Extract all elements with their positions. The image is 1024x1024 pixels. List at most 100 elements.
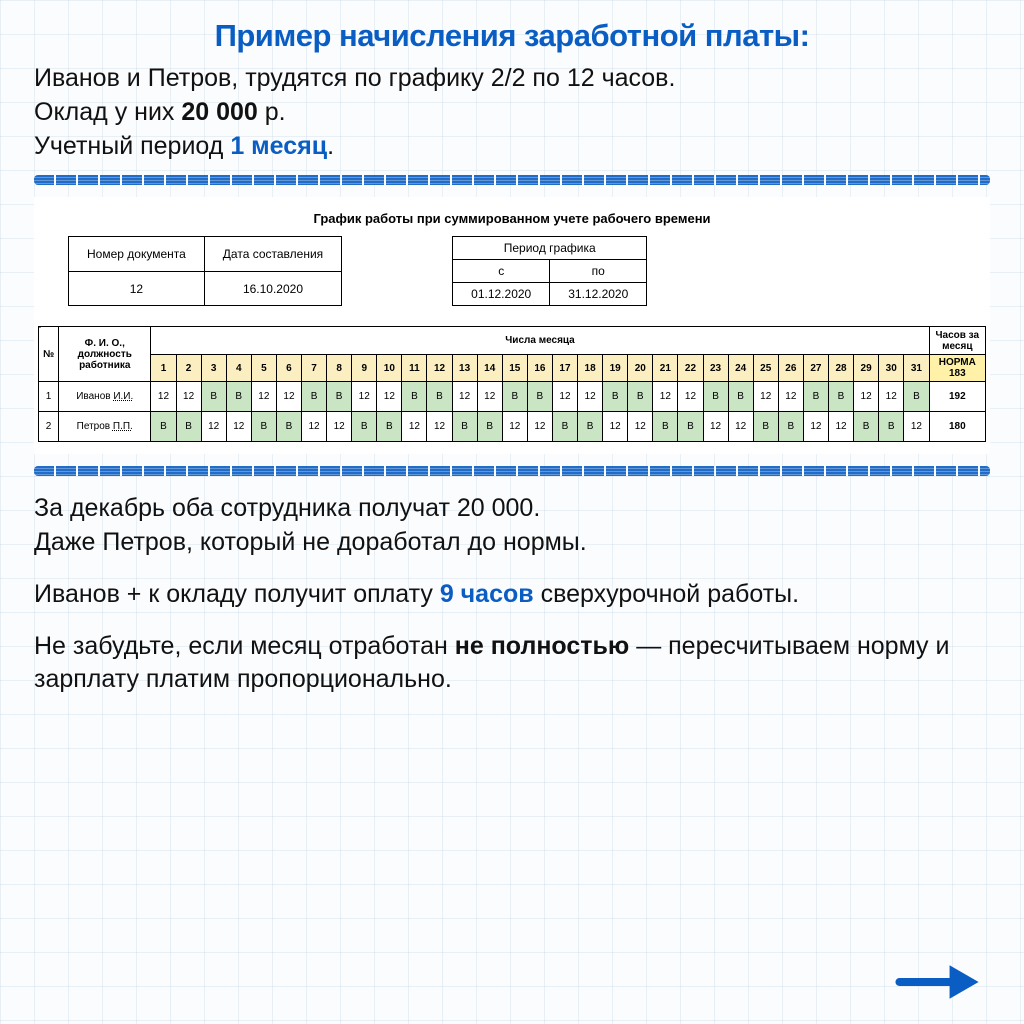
schedule-cell: 12 bbox=[402, 412, 427, 442]
doc-info-table: Номер документаДата составления 1216.10.… bbox=[68, 236, 342, 306]
schedule-cell: 12 bbox=[854, 382, 879, 412]
v-date: 16.10.2020 bbox=[204, 272, 341, 306]
schedule-cell: В bbox=[251, 412, 276, 442]
doc-title: График работы при суммированном учете ра… bbox=[38, 211, 986, 226]
schedule-cell: 12 bbox=[377, 382, 402, 412]
day-header: 23 bbox=[703, 355, 728, 382]
intro-2a: Оклад у них bbox=[34, 98, 181, 126]
schedule-cell: В bbox=[402, 382, 427, 412]
schedule-cell: 12 bbox=[276, 382, 301, 412]
schedule-cell: 12 bbox=[653, 382, 678, 412]
row-no: 2 bbox=[39, 412, 59, 442]
day-header: 14 bbox=[477, 355, 502, 382]
schedule-cell: В bbox=[176, 412, 201, 442]
schedule-cell: 12 bbox=[753, 382, 778, 412]
h-days: Числа месяца bbox=[151, 327, 929, 355]
schedule-cell: 12 bbox=[527, 412, 552, 442]
schedule-cell: 12 bbox=[352, 382, 377, 412]
p2a: Иванов + к окладу получит оплату bbox=[34, 580, 440, 608]
day-header: 12 bbox=[427, 355, 452, 382]
page-title: Пример начисления заработной платы: bbox=[34, 18, 990, 54]
schedule-cell: В bbox=[377, 412, 402, 442]
h-name: Ф. И. О., должность работника bbox=[59, 327, 151, 382]
day-header: 7 bbox=[302, 355, 327, 382]
schedule-cell: В bbox=[653, 412, 678, 442]
day-header: 25 bbox=[753, 355, 778, 382]
schedule-cell: В bbox=[904, 382, 929, 412]
schedule-cell: В bbox=[302, 382, 327, 412]
schedule-table: № Ф. И. О., должность работника Числа ме… bbox=[38, 326, 986, 442]
schedule-cell: В bbox=[427, 382, 452, 412]
day-header: 15 bbox=[502, 355, 527, 382]
day-header: 22 bbox=[678, 355, 703, 382]
ruler-tick: - bbox=[38, 322, 41, 333]
schedule-cell: В bbox=[854, 412, 879, 442]
v-to: 31.12.2020 bbox=[550, 283, 647, 306]
day-header: 30 bbox=[879, 355, 904, 382]
days-row: 1234567891011121314151617181920212223242… bbox=[39, 355, 986, 382]
schedule-cell: 12 bbox=[327, 412, 352, 442]
schedule-cell: 12 bbox=[828, 412, 853, 442]
para-1: За декабрь оба сотрудника получат 20 000… bbox=[34, 492, 990, 560]
schedule-cell: В bbox=[477, 412, 502, 442]
intro-block: Иванов и Петров, трудятся по графику 2/2… bbox=[34, 62, 990, 163]
schedule-cell: В bbox=[276, 412, 301, 442]
schedule-cell: В bbox=[753, 412, 778, 442]
schedule-cell: 12 bbox=[628, 412, 653, 442]
day-header: 16 bbox=[527, 355, 552, 382]
h-no: № bbox=[39, 327, 59, 382]
table-row: 1Иванов И.И.1212ВВ1212ВВ1212ВВ1212ВВ1212… bbox=[39, 382, 986, 412]
day-header: 8 bbox=[327, 355, 352, 382]
day-header: 18 bbox=[578, 355, 603, 382]
para-3: Не забудьте, если месяц отработан не пол… bbox=[34, 630, 990, 698]
day-header: 13 bbox=[452, 355, 477, 382]
h-to: по bbox=[550, 260, 647, 283]
v-docno: 12 bbox=[69, 272, 205, 306]
schedule-cell: В bbox=[703, 382, 728, 412]
schedule-cell: В bbox=[578, 412, 603, 442]
row-total: 192 bbox=[929, 382, 985, 412]
day-header: 20 bbox=[628, 355, 653, 382]
h-date: Дата составления bbox=[204, 237, 341, 272]
schedule-cell: В bbox=[352, 412, 377, 442]
h-period: Период графика bbox=[453, 237, 647, 260]
day-header: 31 bbox=[904, 355, 929, 382]
period-table: Период графика спо 01.12.202031.12.2020 bbox=[452, 236, 647, 306]
schedule-cell: 12 bbox=[904, 412, 929, 442]
day-header: 4 bbox=[226, 355, 251, 382]
para-2: Иванов + к окладу получит оплату 9 часов… bbox=[34, 578, 990, 612]
h-from: с bbox=[453, 260, 550, 283]
day-header: 19 bbox=[603, 355, 628, 382]
h-docno: Номер документа bbox=[69, 237, 205, 272]
document-image: График работы при суммированном учете ра… bbox=[34, 197, 990, 454]
intro-3a: Учетный период bbox=[34, 132, 230, 160]
schedule-cell: В bbox=[728, 382, 753, 412]
intro-line-2: Оклад у них 20 000 р. bbox=[34, 96, 990, 130]
schedule-cell: В bbox=[552, 412, 577, 442]
schedule-cell: 12 bbox=[502, 412, 527, 442]
intro-line-1: Иванов и Петров, трудятся по графику 2/2… bbox=[34, 62, 990, 96]
h-total: Часов за месяц bbox=[929, 327, 985, 355]
schedule-cell: В bbox=[527, 382, 552, 412]
schedule-cell: В bbox=[828, 382, 853, 412]
schedule-cell: В bbox=[803, 382, 828, 412]
row-no: 1 bbox=[39, 382, 59, 412]
day-header: 11 bbox=[402, 355, 427, 382]
schedule-cell: В bbox=[151, 412, 176, 442]
schedule-cell: В bbox=[452, 412, 477, 442]
day-header: 17 bbox=[552, 355, 577, 382]
intro-2c: р. bbox=[258, 98, 286, 126]
schedule-cell: В bbox=[226, 382, 251, 412]
day-header: 26 bbox=[778, 355, 803, 382]
schedule-cell: В bbox=[778, 412, 803, 442]
schedule-cell: В bbox=[678, 412, 703, 442]
schedule-cell: 12 bbox=[778, 382, 803, 412]
schedule-cell: 12 bbox=[151, 382, 176, 412]
schedule-cell: 12 bbox=[603, 412, 628, 442]
schedule-cell: 12 bbox=[477, 382, 502, 412]
schedule-cell: 12 bbox=[251, 382, 276, 412]
row-name: Петров П.П. bbox=[59, 412, 151, 442]
schedule-cell: 12 bbox=[578, 382, 603, 412]
schedule-cell: 12 bbox=[703, 412, 728, 442]
schedule-cell: 12 bbox=[678, 382, 703, 412]
